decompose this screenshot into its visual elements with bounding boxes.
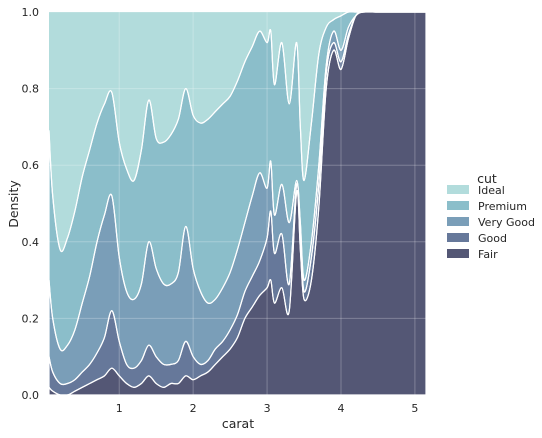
y-axis-label: Density bbox=[6, 180, 21, 228]
legend-label-good: Good bbox=[478, 232, 507, 245]
legend-label-ideal: Ideal bbox=[478, 184, 505, 197]
legend-label-very-good: Very Good bbox=[478, 216, 535, 229]
x-tick-label: 2 bbox=[190, 402, 197, 415]
boundary-premium-ideal bbox=[48, 11, 426, 253]
legend-swatch-good bbox=[447, 233, 469, 242]
legend-swatch-premium bbox=[447, 201, 469, 210]
legend-title: cut bbox=[477, 171, 497, 186]
x-axis-label: carat bbox=[222, 416, 254, 431]
y-tick-label: 0.8 bbox=[22, 83, 40, 96]
y-tick-label: 0.2 bbox=[22, 312, 40, 325]
legend-swatch-ideal bbox=[447, 185, 469, 194]
legend-label-premium: Premium bbox=[478, 200, 527, 213]
y-tick-label: 1.0 bbox=[22, 6, 40, 19]
boundary-fair-good bbox=[48, 11, 426, 397]
x-tick-labels: 1 2 3 4 5 bbox=[116, 402, 419, 415]
grid-lines bbox=[49, 11, 426, 396]
legend-label-fair: Fair bbox=[478, 248, 498, 261]
x-tick-label: 5 bbox=[411, 402, 418, 415]
boundary-very-good-premium bbox=[48, 11, 426, 352]
y-tick-labels: 0.0 0.2 0.4 0.6 0.8 1.0 bbox=[22, 6, 40, 402]
legend: cut Ideal Premium Very Good Good Fair bbox=[447, 171, 535, 261]
legend-swatch-very-good bbox=[447, 217, 469, 226]
y-tick-label: 0.0 bbox=[22, 389, 40, 402]
y-tick-label: 0.6 bbox=[22, 159, 40, 172]
boundary-good-very-good bbox=[48, 11, 426, 386]
density-areas bbox=[48, 11, 427, 397]
legend-swatch-fair bbox=[447, 249, 469, 258]
x-tick-label: 3 bbox=[264, 402, 271, 415]
y-tick-label: 0.4 bbox=[22, 236, 40, 249]
x-tick-label: 4 bbox=[337, 402, 344, 415]
x-tick-label: 1 bbox=[116, 402, 123, 415]
